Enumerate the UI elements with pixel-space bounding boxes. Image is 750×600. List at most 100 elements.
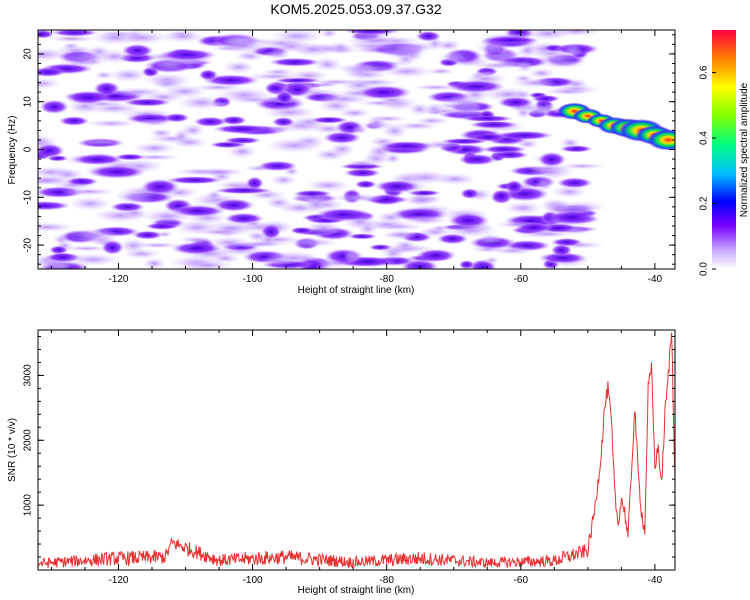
- heatmap-cell: [550, 244, 573, 257]
- heatmap-cell: [213, 124, 269, 134]
- heatmap-cell: [490, 189, 513, 203]
- heatmap-cell: [132, 230, 164, 240]
- heatmap-cell: [38, 30, 55, 39]
- heatmap-cell: [344, 34, 402, 47]
- heatmap-cell: [61, 42, 81, 50]
- heatmap-cell: [434, 39, 463, 52]
- heatmap-cell: [415, 30, 442, 42]
- heatmap-cell: [69, 228, 121, 244]
- heatmap-cell: [259, 257, 300, 266]
- heatmap-cell: [366, 115, 387, 130]
- heatmap-cell: [191, 167, 247, 177]
- heatmap-cell: [343, 250, 361, 263]
- heatmap-cell: [38, 77, 62, 90]
- heatmap-cell: [413, 116, 451, 125]
- snr-x-tick-label: -80: [379, 575, 394, 586]
- heatmap-cell: [165, 176, 224, 185]
- heatmap-cell: [541, 59, 587, 69]
- heatmap-cell: [68, 196, 113, 211]
- heatmap-cell: [135, 118, 173, 127]
- heatmap-cell: [46, 34, 97, 43]
- heatmap-cell: [425, 109, 447, 116]
- colorbar-label: Normalized spectral amplitude: [739, 82, 750, 217]
- snr-x-tick-label: -60: [514, 575, 529, 586]
- heatmap-cell: [538, 252, 588, 264]
- heatmap-cell: [163, 113, 190, 123]
- spectrogram-x-tick-label: -80: [379, 274, 394, 285]
- spectrogram-heatmap: [38, 30, 675, 269]
- snr-y-tick-label: 3000: [23, 364, 34, 387]
- heatmap-cell: [527, 67, 556, 79]
- heatmap-cell: [48, 245, 69, 255]
- heatmap-cell: [447, 79, 506, 93]
- heatmap-cell: [209, 253, 241, 264]
- heatmap-cell: [365, 144, 393, 160]
- heatmap-cell: [158, 48, 217, 61]
- heatmap-cell: [559, 137, 581, 149]
- heatmap-cell: [490, 150, 529, 160]
- heatmap-cell: [479, 70, 496, 77]
- heatmap-cell: [354, 180, 377, 189]
- heatmap-cell: [516, 42, 539, 59]
- heatmap-cell: [438, 51, 472, 64]
- snr-x-tick-label: -100: [243, 575, 263, 586]
- heatmap-cell: [198, 69, 219, 81]
- colorbar: 0.0 0.2 0.4 0.6 Normalized spectral amplitu…: [699, 30, 750, 276]
- heatmap-cell: [245, 230, 269, 242]
- colorbar-gradient: [712, 30, 736, 269]
- heatmap-cell: [142, 257, 167, 269]
- snr-axes: -120 -100 -80 -60 -40 1000 2000 3000: [23, 329, 676, 586]
- heatmap-cell: [550, 185, 588, 199]
- heatmap-cell: [264, 137, 325, 154]
- colorbar-tick-label: 0.4: [699, 131, 710, 145]
- heatmap-cell: [460, 188, 480, 199]
- heatmap-cell: [328, 142, 356, 157]
- spectrogram-x-tick-label: -100: [243, 274, 263, 285]
- heatmap-cell: [93, 70, 115, 80]
- heatmap-cell: [441, 223, 500, 238]
- heatmap-cell: [222, 60, 256, 74]
- heatmap-cell: [90, 30, 140, 46]
- heatmap-cell: [62, 245, 111, 252]
- heatmap-cell: [375, 211, 406, 224]
- heatmap-cell: [79, 138, 122, 146]
- heatmap-cell: [289, 41, 337, 58]
- colorbar-ticks: 0.0 0.2 0.4 0.6: [699, 65, 716, 276]
- heatmap-cell: [286, 237, 341, 248]
- heatmap-cell: [63, 253, 122, 266]
- heatmap-cell: [121, 248, 162, 259]
- heatmap-cell: [397, 169, 453, 185]
- heatmap-cell: [312, 81, 341, 89]
- heatmap-cell: [263, 49, 292, 60]
- heatmap-cell: [469, 133, 508, 142]
- heatmap-cell: [526, 165, 571, 172]
- spectrogram-x-tick-label: -120: [108, 274, 128, 285]
- heatmap-cell: [531, 94, 561, 103]
- snr-series-line: [38, 332, 675, 569]
- heatmap-cell: [244, 72, 305, 81]
- heatmap-cell: [483, 256, 500, 264]
- heatmap-cell: [242, 220, 265, 228]
- heatmap-cell: [343, 168, 381, 178]
- heatmap-cell: [400, 259, 439, 269]
- heatmap-cell: [38, 67, 67, 77]
- heatmap-cell: [257, 160, 298, 172]
- snr-x-tick-label: -120: [108, 575, 128, 586]
- colorbar-tick-label: 0.6: [699, 65, 710, 79]
- heatmap-cell: [194, 228, 244, 236]
- spectrogram-y-tick-label: 0: [23, 146, 34, 152]
- heatmap-cell: [329, 193, 387, 203]
- heatmap-cell: [289, 226, 314, 235]
- snr-y-tick-label: 2000: [23, 429, 34, 452]
- spectrogram-x-tick-label: -40: [648, 274, 663, 285]
- heatmap-cell: [270, 30, 325, 44]
- snr-y-tick-label: 1000: [23, 494, 34, 517]
- heatmap-cell: [314, 93, 374, 105]
- heatmap-cell: [343, 30, 399, 35]
- heatmap-cell: [84, 119, 139, 128]
- heatmap-cell: [368, 136, 399, 148]
- heatmap-cell: [457, 153, 498, 166]
- heatmap-cell: [495, 130, 554, 141]
- heatmap-cell: [178, 235, 214, 244]
- heatmap-cell: [51, 30, 99, 37]
